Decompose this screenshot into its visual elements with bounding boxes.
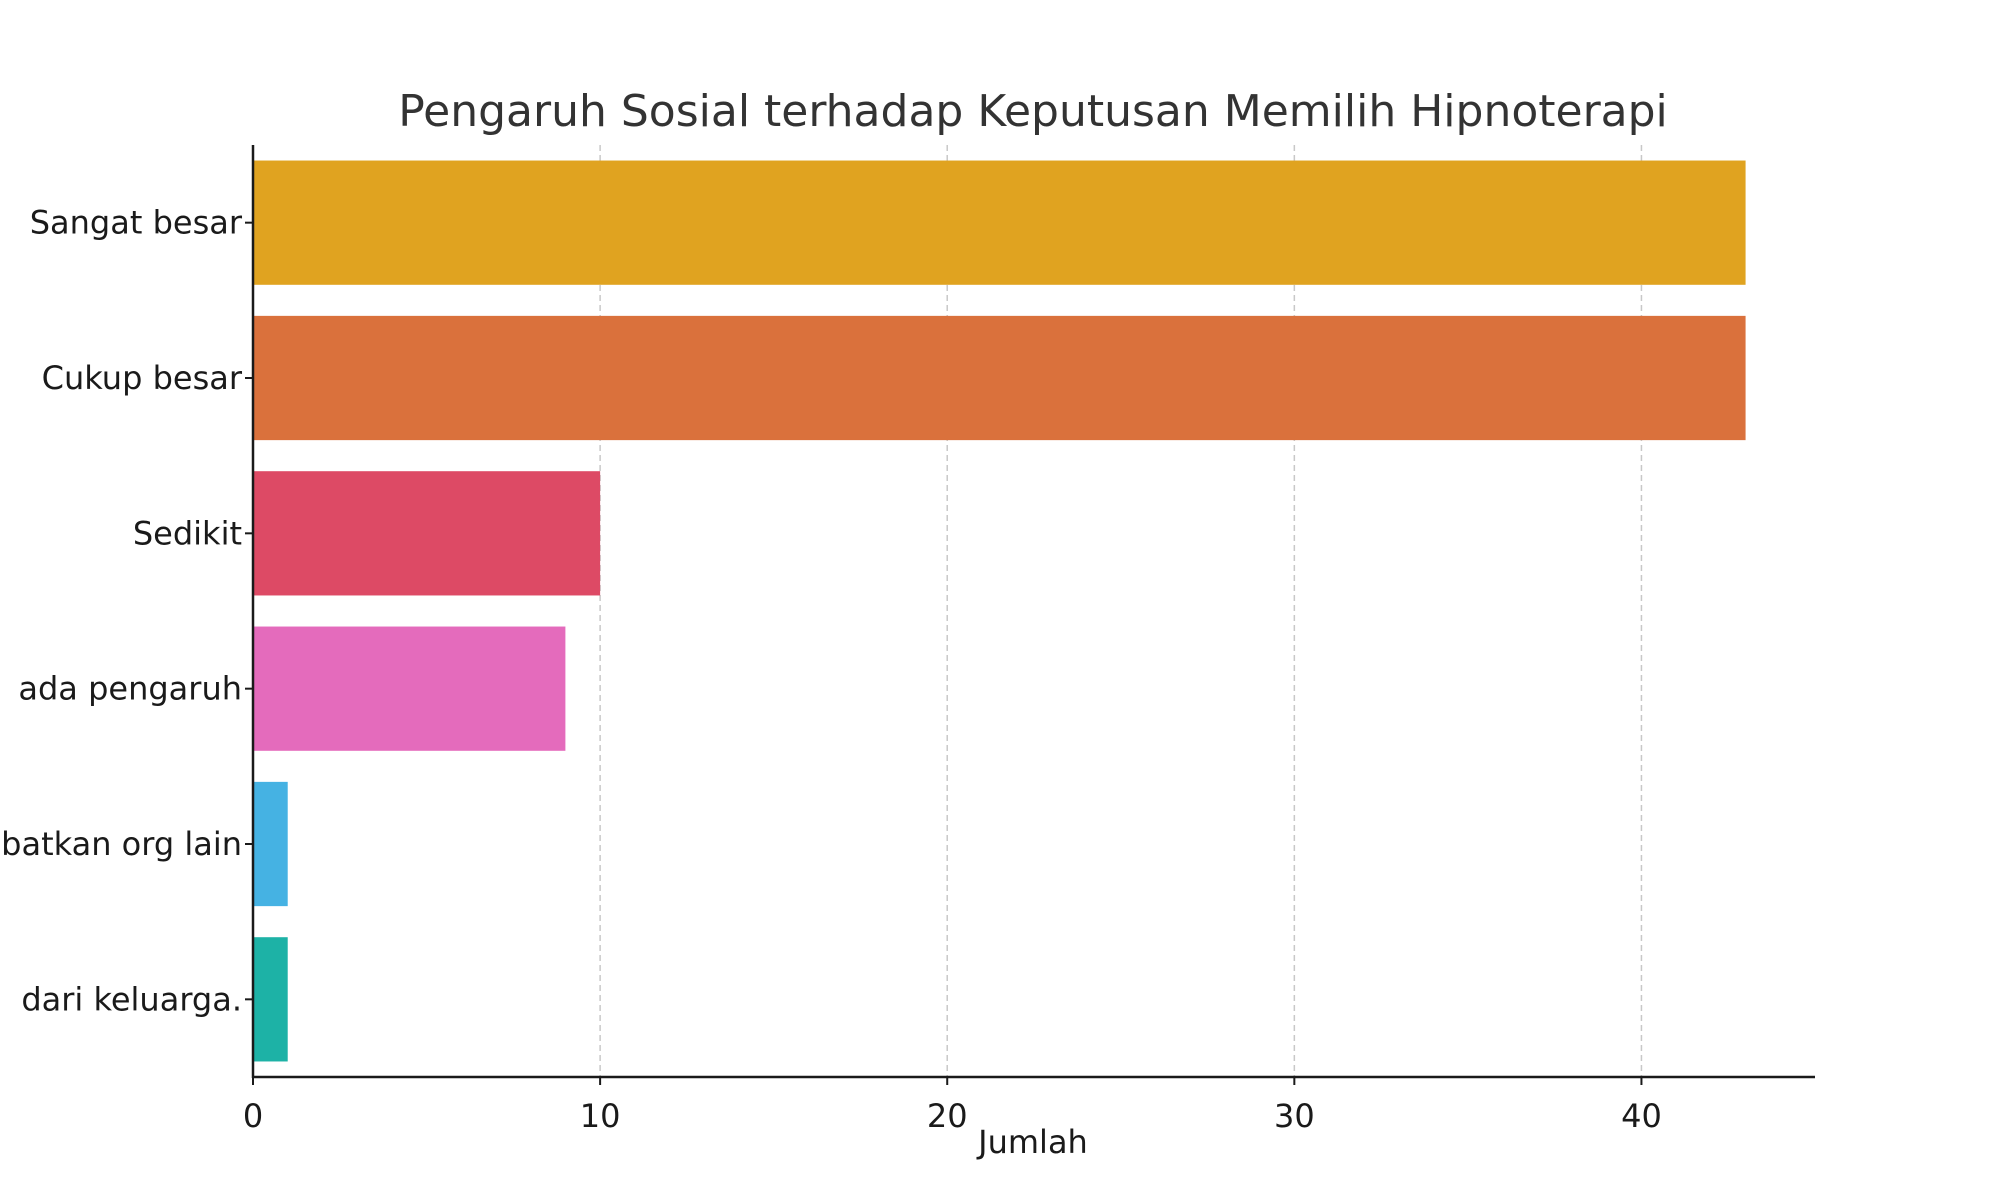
x-tick-label-40: 40 bbox=[1621, 1097, 1662, 1135]
x-axis: 0 10 20 30 40 bbox=[243, 1075, 1815, 1135]
y-tick-label-3: ada pengaruh bbox=[18, 670, 242, 708]
bar-1 bbox=[253, 315, 1746, 441]
bar-4 bbox=[253, 781, 288, 907]
x-tick-label-20: 20 bbox=[927, 1097, 968, 1135]
x-tick-label-0: 0 bbox=[243, 1097, 263, 1135]
grid-lines bbox=[599, 145, 1643, 1077]
bar-2 bbox=[253, 471, 601, 596]
chart-title: Pengaruh Sosial terhadap Keputusan Memil… bbox=[398, 86, 1668, 137]
bars bbox=[253, 160, 1746, 1062]
x-tick-label-30: 30 bbox=[1274, 1097, 1315, 1135]
x-axis-label: Jumlah bbox=[976, 1123, 1088, 1161]
y-tick-label-4: batkan org lain bbox=[1, 825, 242, 863]
y-tick-label-1: Cukup besar bbox=[42, 359, 243, 397]
y-tick-label-0: Sangat besar bbox=[30, 204, 243, 242]
bar-5 bbox=[253, 937, 288, 1062]
bar-3 bbox=[253, 626, 566, 751]
x-tick-label-10: 10 bbox=[580, 1097, 621, 1135]
y-tick-label-5: dari keluarga. bbox=[21, 980, 242, 1018]
bar-0 bbox=[253, 160, 1746, 285]
y-axis: Sangat besar Cukup besar Sedikit ada pengar… bbox=[1, 145, 255, 1078]
y-tick-label-2: Sedikit bbox=[133, 514, 242, 552]
